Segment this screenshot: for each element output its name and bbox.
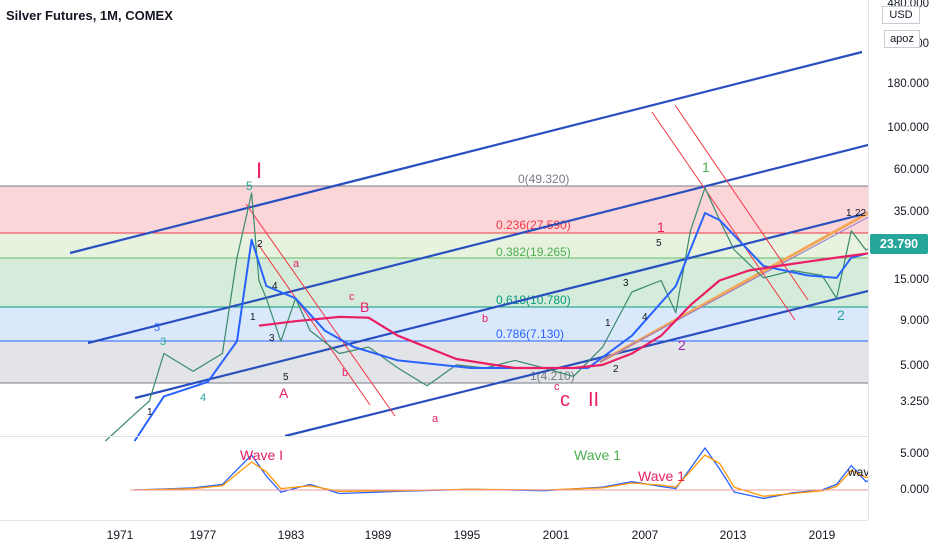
time-tick-1983: 1983 xyxy=(277,528,305,542)
wave-2-left-label: 2 xyxy=(257,239,263,250)
wave-4-left-label: 4 xyxy=(272,281,278,292)
fib-label-0: 0(49.320) xyxy=(518,172,569,186)
wave-b-small-1: b xyxy=(342,367,348,379)
price-tick-480: 480.000 xyxy=(887,0,929,10)
wave-a-small-2: a xyxy=(432,413,439,425)
wave-2-green-label: 2 xyxy=(837,307,845,323)
trend-channels xyxy=(69,50,868,438)
price-tick-180: 180.000 xyxy=(887,78,929,90)
series-layer xyxy=(104,187,868,442)
time-tick-2019: 2019 xyxy=(808,528,836,542)
wave-II-label: II xyxy=(588,389,599,411)
price-tick-35: 35.000 xyxy=(893,206,929,218)
osc-wave-1-green-label: Wave 1 xyxy=(574,447,621,463)
time-tick-2001: 2001 xyxy=(542,528,570,542)
price-axis[interactable]: 480.000 240.000 180.000 100.000 60.000 3… xyxy=(868,0,932,520)
oscillator-labels: Wave I Wave 1 Wave 1 wave xyxy=(240,447,868,484)
time-tick-1977: 1977 xyxy=(189,528,217,542)
fib-label-0618: 0.618(10.780) xyxy=(496,293,571,307)
fib-label-0382: 0.382(19.265) xyxy=(496,245,571,259)
wave-5-green-label: 5 xyxy=(246,179,253,193)
wave-1-c-label: 1 xyxy=(147,407,153,418)
fib-label-0236: 0.236(27.590) xyxy=(496,218,571,232)
channel-bottom-line xyxy=(284,289,868,438)
price-tick-9: 9.000 xyxy=(900,315,929,327)
fib-zone-0618-0786 xyxy=(0,307,868,341)
wave-5-left-label: 5 xyxy=(283,372,289,383)
wave-a-small-1: a xyxy=(293,258,300,270)
oscillator-pane xyxy=(130,446,868,500)
osc-tick-5: 5.000 xyxy=(900,448,929,460)
time-tick-1989: 1989 xyxy=(364,528,392,542)
wave-c-big-label: c xyxy=(560,389,570,411)
wave-1-red-label: 1 xyxy=(657,219,665,235)
blue-ma-line xyxy=(133,212,868,442)
fib-zone-0382-0618 xyxy=(0,258,868,307)
wave-c-small-label: c xyxy=(349,291,355,303)
price-tick-5: 5.000 xyxy=(900,360,929,372)
last-price-badge: 23.790 xyxy=(870,234,928,254)
wave-5-blue-label: 5 xyxy=(154,322,160,334)
wave-1-left-label: 1 xyxy=(250,312,256,323)
time-tick-2007: 2007 xyxy=(631,528,659,542)
red-trend-lines xyxy=(245,104,809,417)
price-chart[interactable]: 0(49.320) 0.236(27.590) 0.382(19.265) 0.… xyxy=(0,0,868,520)
time-tick-2013: 2013 xyxy=(719,528,747,542)
osc-wave-1-red-label: Wave 1 xyxy=(638,468,685,484)
wave-3-b-label: 3 xyxy=(623,278,629,289)
chart-title: Silver Futures, 1M, COMEX xyxy=(6,8,173,23)
time-tick-1995: 1995 xyxy=(453,528,481,542)
purple-trendline xyxy=(599,216,868,363)
orange-trendline xyxy=(599,211,868,364)
time-tick-1971: 1971 xyxy=(106,528,134,542)
red-ma-line xyxy=(258,252,868,370)
scale-mode-button[interactable]: apoz xyxy=(884,30,920,48)
wave-4-green-label: 4 xyxy=(200,392,206,404)
osc-wave-I-label: Wave I xyxy=(240,447,283,463)
currency-button[interactable]: USD xyxy=(882,6,920,24)
fib-zone-0-0236 xyxy=(0,186,868,233)
fib-zone-0786-1 xyxy=(0,341,868,383)
wave-I-label: I xyxy=(256,158,262,183)
channel-lower-line xyxy=(134,211,868,400)
red-downtrend-2 xyxy=(257,243,371,406)
wave-1-top-label: 1 xyxy=(846,208,852,219)
wave-4-b-label: 4 xyxy=(642,312,648,323)
price-tick-3250: 3.250 xyxy=(900,396,929,408)
fib-label-1: 1(4.210) xyxy=(530,369,575,383)
fib-label-0786: 0.786(7.130) xyxy=(496,327,564,341)
red-downtrend-1 xyxy=(245,203,396,417)
wave-2-purple-label: 2 xyxy=(678,337,686,353)
price-tick-100: 100.000 xyxy=(887,122,929,134)
red-downtrend-4 xyxy=(674,104,809,301)
osc-tick-0: 0.000 xyxy=(900,484,929,496)
osc-signal-line xyxy=(134,454,868,497)
wave-3-green-label: 3 xyxy=(160,336,166,348)
pane-separator[interactable] xyxy=(0,436,868,437)
wave-B-label: B xyxy=(360,299,369,315)
channel-mid-line xyxy=(87,143,868,345)
wave-3-left-label: 3 xyxy=(269,333,275,344)
osc-wave-right-label: wave xyxy=(847,465,868,479)
time-axis[interactable] xyxy=(0,520,868,551)
price-tick-60: 60.000 xyxy=(893,164,929,176)
wave-c-small-2: c xyxy=(554,381,560,393)
wave-22-top-label: 22 xyxy=(855,208,867,219)
wave-b-small-2: b xyxy=(482,313,488,325)
wave-5-b-label: 5 xyxy=(656,238,662,249)
wave-1-green-label: 1 xyxy=(702,159,710,175)
wave-1-b-label: 1 xyxy=(605,318,611,329)
channel-top-line xyxy=(69,50,863,255)
fib-zones xyxy=(0,185,868,384)
wave-2-b-label: 2 xyxy=(613,364,619,375)
fib-labels: 0(49.320) 0.236(27.590) 0.382(19.265) 0.… xyxy=(496,172,575,383)
wave-A-label: A xyxy=(279,385,289,401)
wave-annotations: I II c A B c a a b b c 1 2 1 2 1 22 5 5 … xyxy=(147,158,867,425)
fib-zone-0236-0382 xyxy=(0,233,868,258)
red-downtrend-3 xyxy=(651,111,796,321)
price-tick-15: 15.000 xyxy=(893,274,929,286)
